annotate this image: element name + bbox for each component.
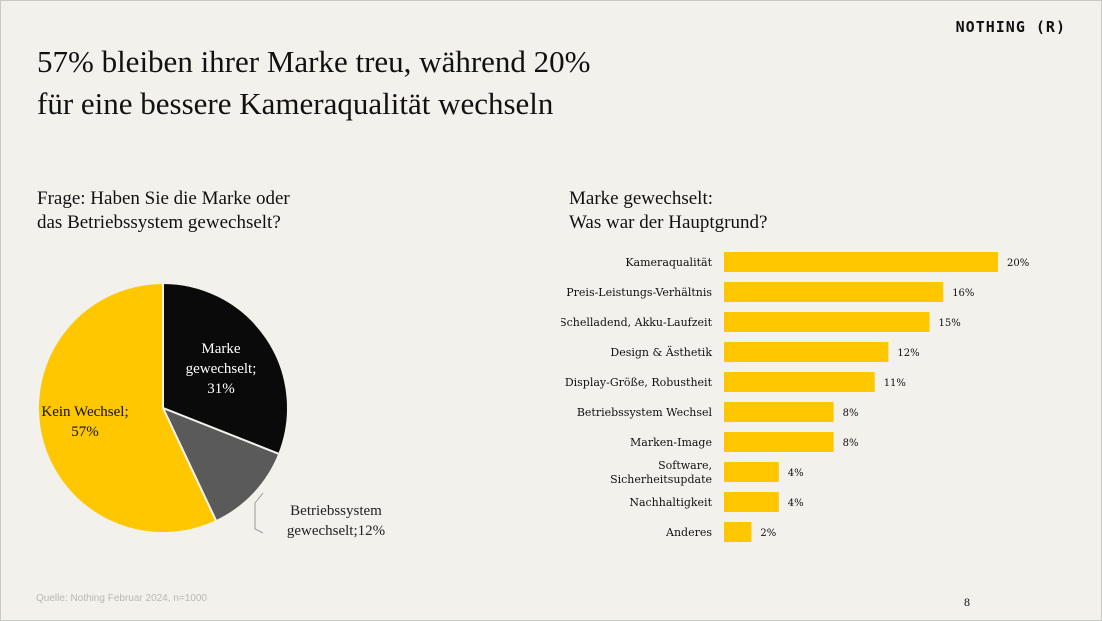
- bar-category-line: Design & Ästhetik: [610, 345, 712, 359]
- bar-1: [724, 282, 944, 302]
- bar-3: [724, 342, 889, 362]
- bar-category-line: Betriebssystem Wechsel: [577, 406, 713, 419]
- bar-4: [724, 372, 875, 392]
- bar-2: [724, 312, 930, 332]
- source-note: Quelle: Nothing Februar 2024, n=1000: [36, 593, 207, 604]
- brand-logo: NOTHING (R): [955, 18, 1066, 36]
- bar-category-label-9: Anderes: [665, 526, 712, 539]
- pie-label-line: 31%: [207, 381, 235, 397]
- bar-category-label-3: Design & Ästhetik: [610, 345, 712, 359]
- slide-title: 57% bleiben ihrer Marke treu, während 20…: [37, 41, 757, 125]
- pie-question: Frage: Haben Sie die Marke oder das Betr…: [37, 187, 377, 235]
- bar-question: Marke gewechselt: Was war der Hauptgrund…: [569, 187, 869, 235]
- pie-slice-0: [162, 281, 289, 456]
- pie-label-line: gewechselt;12%: [287, 523, 385, 539]
- title-line-1: 57% bleiben ihrer Marke treu, während 20…: [37, 44, 591, 79]
- bar-value-label-5: 8%: [843, 408, 859, 419]
- title-line-2: für eine bessere Kameraqualität wechseln: [37, 86, 554, 121]
- bar-category-label-0: Kameraqualität: [625, 256, 712, 269]
- bar-9: [724, 522, 752, 542]
- bar-category-label-1: Preis-Leistungs-Verhältnis: [566, 286, 712, 299]
- bar-category-label-7: Software, Sicherheitsupdate: [610, 459, 712, 486]
- pie-question-line-2: das Betriebssystem gewechselt?: [37, 212, 281, 233]
- bar-category-line: Preis-Leistungs-Verhältnis: [566, 286, 712, 299]
- bar-value-label-9: 2%: [760, 528, 776, 539]
- bar-chart: Kameraqualität 20% Preis-Leistungs-Verhält…: [561, 252, 1029, 542]
- bar-category-line: Marken-Image: [630, 436, 712, 449]
- bar-category-label-8: Nachhaltigkeit: [629, 496, 712, 509]
- bar-value-label-0: 20%: [1007, 258, 1029, 269]
- bar-category-label-6: Marken-Image: [630, 436, 712, 449]
- bar-category-label-5: Betriebssystem Wechsel: [577, 406, 713, 419]
- bar-value-label-4: 11%: [884, 378, 906, 389]
- bar-value-label-3: 12%: [897, 348, 919, 359]
- pie-slice-label-2: Kein Wechsel; 57%: [41, 404, 128, 440]
- bar-category-line: Anderes: [665, 526, 712, 539]
- pie-question-line-1: Frage: Haben Sie die Marke oder: [37, 188, 290, 209]
- bar-value-label-6: 8%: [843, 438, 859, 449]
- bar-category-label-2: Schelladend, Akku-Laufzeit: [561, 316, 713, 329]
- pie-slice-label-1: Betriebssystem gewechselt;12%: [287, 503, 385, 539]
- bar-value-label-8: 4%: [788, 498, 804, 509]
- bar-category-line: Nachhaltigkeit: [629, 496, 712, 509]
- bar-6: [724, 432, 834, 452]
- pie-label-line: 57%: [71, 424, 99, 440]
- bar-category-line: Schelladend, Akku-Laufzeit: [561, 316, 713, 329]
- bar-category-line: Kameraqualität: [625, 256, 712, 269]
- bar-question-line-1: Marke gewechselt:: [569, 188, 714, 209]
- bar-category-line: Display-Größe, Robustheit: [565, 376, 713, 389]
- pie-label-line: Betriebssystem: [290, 503, 382, 519]
- bar-0: [724, 252, 998, 272]
- bar-category-line: Sicherheitsupdate: [610, 473, 712, 486]
- pie-chart: Marke gewechselt; 31% Betriebssystem gewechs…: [37, 281, 385, 539]
- pie-label-line: gewechselt;: [186, 361, 257, 377]
- bar-value-label-7: 4%: [788, 468, 804, 479]
- pie-label-line: Marke: [201, 341, 240, 357]
- pie-slice-label-0: Marke gewechselt; 31%: [186, 341, 257, 397]
- bar-value-label-1: 16%: [952, 288, 974, 299]
- bar-question-line-2: Was war der Hauptgrund?: [569, 212, 768, 233]
- bar-category-line: Software,: [658, 459, 712, 472]
- pie-label-line: Kein Wechsel;: [41, 404, 128, 420]
- bar-category-label-4: Display-Größe, Robustheit: [565, 376, 713, 389]
- bar-5: [724, 402, 834, 422]
- page-number: 8: [964, 595, 970, 609]
- pie-slice-1: [161, 406, 281, 523]
- bar-8: [724, 492, 779, 512]
- bar-7: [724, 462, 779, 482]
- pie-leader-line: [254, 492, 264, 534]
- pie-slice-2: [37, 281, 218, 534]
- bar-value-label-2: 15%: [939, 318, 961, 329]
